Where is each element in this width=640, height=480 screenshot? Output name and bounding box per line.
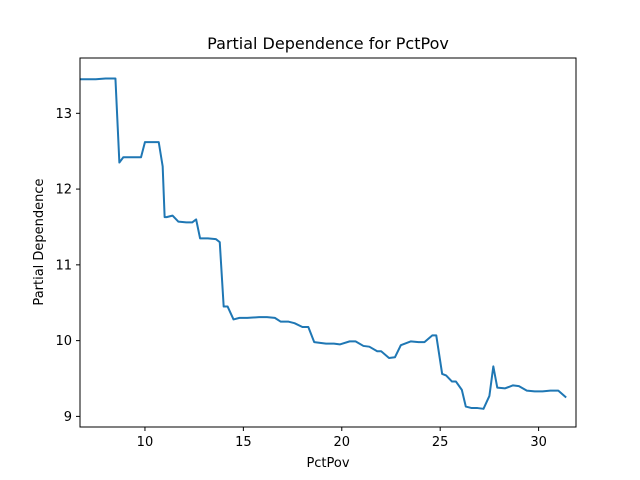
chart-title: Partial Dependence for PctPov <box>207 34 449 53</box>
series-layer <box>80 77 567 410</box>
y-tick-label: 9 <box>64 410 72 425</box>
y-tick-label: 13 <box>55 107 72 122</box>
x-tick-label: 15 <box>235 435 252 450</box>
x-axis-label: PctPov <box>306 456 349 471</box>
y-axis-label: Partial Dependence <box>32 178 47 305</box>
x-tick-label: 30 <box>530 435 547 450</box>
y-tick-label: 12 <box>55 183 72 198</box>
plot-area <box>80 58 576 427</box>
y-axis-ticks: 9 10 11 12 13 <box>55 107 80 425</box>
y-tick-label: 11 <box>55 258 72 273</box>
series-line-0 <box>80 77 567 410</box>
x-tick-label: 10 <box>137 435 154 450</box>
x-tick-label: 20 <box>334 435 351 450</box>
axes-frame <box>79 57 577 428</box>
x-axis-ticks: 10 15 20 25 30 <box>137 427 547 450</box>
x-tick-label: 25 <box>432 435 449 450</box>
y-tick-label: 10 <box>55 334 72 349</box>
